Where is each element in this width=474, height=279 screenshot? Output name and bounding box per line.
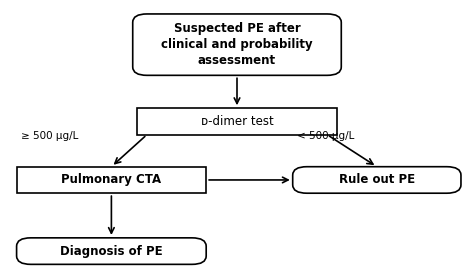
Text: Pulmonary CTA: Pulmonary CTA bbox=[61, 174, 162, 186]
Text: ᴅ-dimer test: ᴅ-dimer test bbox=[201, 115, 273, 128]
Text: Diagnosis of PE: Diagnosis of PE bbox=[60, 245, 163, 258]
Text: Suspected PE after
clinical and probability
assessment: Suspected PE after clinical and probabil… bbox=[161, 22, 313, 67]
Text: Rule out PE: Rule out PE bbox=[339, 174, 415, 186]
FancyBboxPatch shape bbox=[293, 167, 461, 193]
Text: ≥ 500 μg/L: ≥ 500 μg/L bbox=[21, 131, 79, 141]
FancyBboxPatch shape bbox=[17, 167, 206, 193]
FancyBboxPatch shape bbox=[133, 14, 341, 75]
FancyBboxPatch shape bbox=[137, 108, 337, 135]
Text: < 500 μg/L: < 500 μg/L bbox=[298, 131, 355, 141]
FancyBboxPatch shape bbox=[17, 238, 206, 264]
